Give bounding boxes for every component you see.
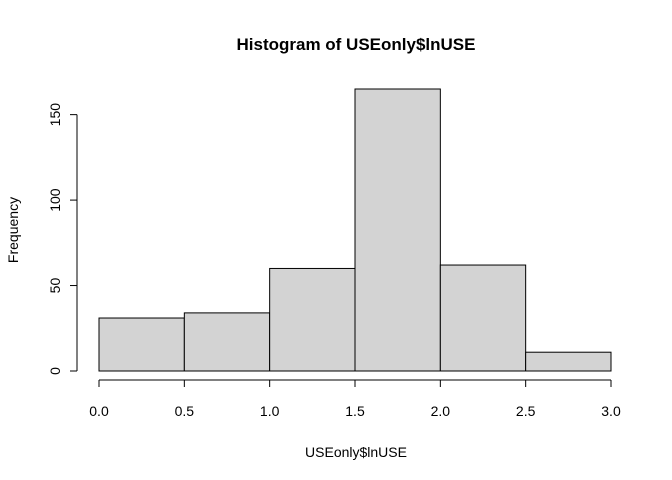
x-tick-label-1: 0.5 — [175, 403, 195, 419]
x-tick-label-6: 3.0 — [601, 403, 621, 419]
x-tick-label-2: 1.0 — [260, 403, 280, 419]
x-tick-label-0: 0.0 — [89, 403, 109, 419]
y-tick-label-1: 50 — [47, 278, 63, 294]
y-tick-label-2: 100 — [47, 188, 63, 212]
histogram-bar-4 — [439, 264, 527, 372]
x-axis: 0.0 0.5 1.0 1.5 2.0 2.5 3.0 — [89, 379, 621, 419]
histogram-bar-3 — [354, 88, 441, 372]
x-tick-label-3: 1.5 — [345, 403, 365, 419]
histogram-bar-5 — [525, 351, 612, 372]
y-tick-label-0: 0 — [47, 367, 63, 375]
x-tick-label-5: 2.5 — [516, 403, 536, 419]
chart-title: Histogram of USEonly$lnUSE — [237, 35, 476, 54]
y-axis-label: Frequency — [5, 197, 21, 263]
bars-group — [98, 88, 612, 372]
x-tick-label-4: 2.0 — [431, 403, 451, 419]
x-axis-label: USEonly$lnUSE — [305, 444, 407, 460]
histogram-bar-0 — [98, 317, 185, 372]
histogram-bar-1 — [183, 312, 271, 372]
histogram-bar-2 — [269, 267, 356, 372]
y-axis: 0 50 100 150 — [47, 103, 78, 375]
y-tick-label-3: 150 — [47, 103, 63, 127]
